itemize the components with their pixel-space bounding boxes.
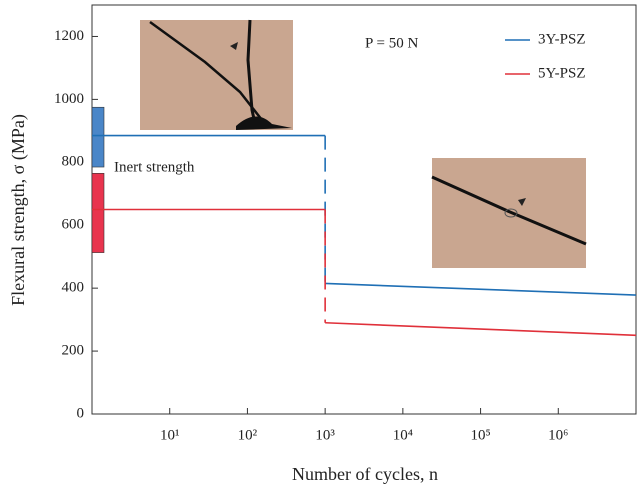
y-tick-label: 0	[77, 405, 85, 421]
micrograph-inset	[431, 158, 587, 268]
x-tick-label: 10⁶	[548, 427, 568, 443]
y-tick-label: 1000	[54, 91, 84, 107]
y-tick-label: 200	[62, 343, 85, 359]
inert-strength-range	[91, 173, 105, 253]
line-segment	[325, 282, 637, 296]
y-axis-label: Flexural strength, σ (MPa)	[8, 114, 29, 306]
y-tick-label: 400	[62, 280, 85, 296]
inert-strength-range	[91, 106, 105, 168]
x-tick-label: 10³	[315, 427, 335, 443]
micrograph-inset	[140, 19, 293, 130]
annotation: Inert strength	[114, 159, 195, 175]
x-axis-label: Number of cycles, n	[292, 464, 438, 484]
legend-label: 3Y-PSZ	[538, 31, 586, 47]
line-segment	[325, 321, 637, 337]
y-tick-label: 800	[62, 154, 85, 170]
y-tick-label: 600	[62, 217, 85, 233]
x-tick-label: 10⁵	[470, 427, 490, 443]
x-tick-label: 10¹	[160, 427, 180, 443]
y-tick-label: 1200	[54, 28, 84, 44]
x-tick-label: 10²	[238, 427, 258, 443]
annotation: P = 50 N	[365, 35, 418, 51]
x-tick-label: 10⁴	[393, 427, 413, 443]
legend-label: 5Y-PSZ	[538, 65, 586, 81]
